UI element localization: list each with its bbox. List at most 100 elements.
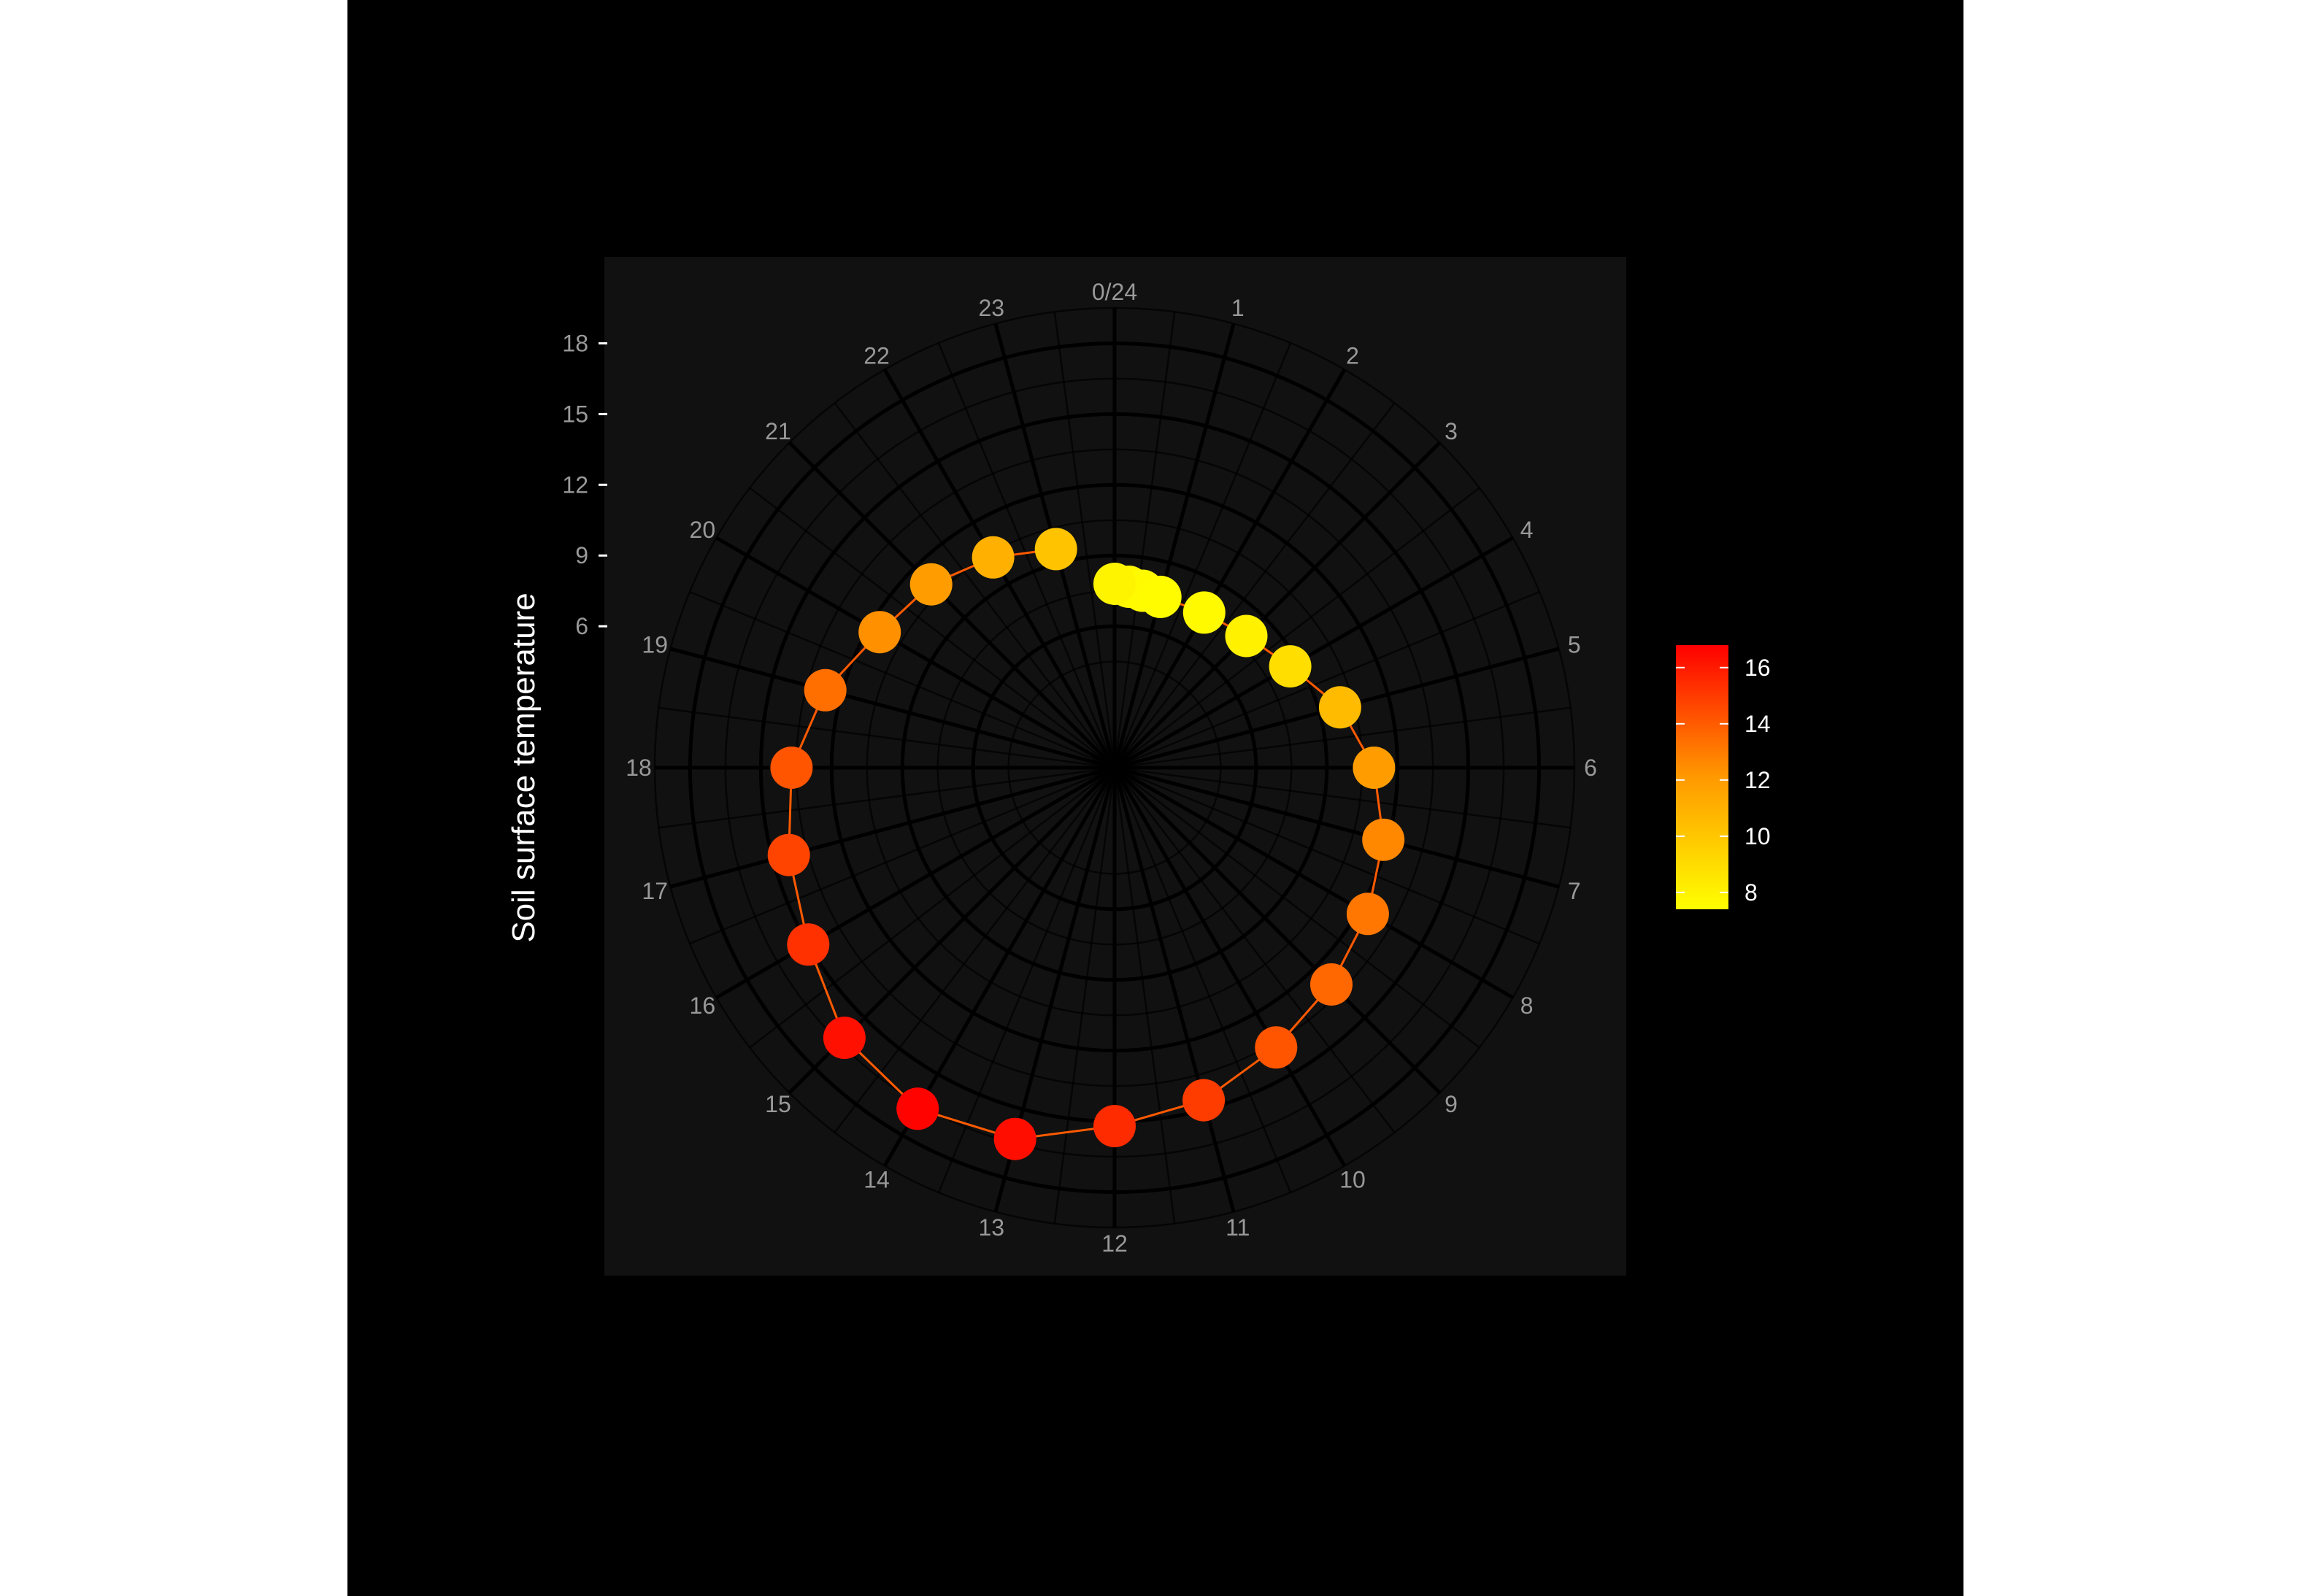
grid-spoke-minor [1114, 487, 1480, 768]
grid-spoke-major [715, 536, 1116, 770]
angle-tick-label: 0/24 [1092, 279, 1137, 305]
grid-spoke-minor [1113, 767, 1176, 1224]
grid-spoke-minor [1114, 402, 1396, 768]
angle-tick-label: 4 [1520, 517, 1534, 543]
radial-tick-label: 9 [575, 542, 588, 568]
grid-spoke-minor [658, 706, 1115, 769]
data-point [858, 611, 901, 654]
data-point [993, 1117, 1036, 1160]
colorbar-gradient [1676, 645, 1728, 909]
angle-tick-label: 9 [1445, 1091, 1458, 1117]
angle-tick-label: 13 [978, 1214, 1004, 1241]
angle-tick-labels: 0/24123456789101112131415161718192021222… [626, 279, 1597, 1257]
radial-tick-label: 15 [562, 401, 588, 427]
data-points [767, 528, 1405, 1160]
angle-tick-label: 11 [1226, 1214, 1250, 1241]
grid-layer [653, 307, 1576, 1229]
data-point [804, 668, 847, 712]
chart-figure: 0/24 1 2 3 4 5 6 7 8 9 10 11 12 13 14 15 16 17 18 19 20 21 22 2… [347, 0, 1963, 1596]
data-point [1093, 1105, 1136, 1148]
colorbar-tick-label: 12 [1745, 767, 1771, 793]
grid-spoke-minor [937, 342, 1116, 768]
angle-tick-label: 1 [1231, 295, 1245, 321]
angle-tick-label: 18 [626, 755, 652, 781]
angle-tick-label: 14 [863, 1167, 890, 1193]
angle-tick-label: 15 [765, 1091, 791, 1117]
polar-chart: 0/24123456789101112131415161718192021222… [506, 257, 1771, 1276]
grid-spoke-major [1112, 323, 1236, 768]
grid-spoke-minor [1114, 767, 1396, 1133]
data-point [1346, 893, 1389, 936]
angle-tick-label: 22 [863, 342, 890, 369]
grid-spoke-major [669, 766, 1115, 889]
angle-tick-label: 10 [1339, 1167, 1366, 1193]
data-point [1182, 591, 1226, 634]
data-point [1225, 614, 1268, 658]
colorbar-tick-label: 16 [1745, 655, 1771, 681]
data-point [1310, 963, 1353, 1006]
data-point [1269, 645, 1312, 688]
grid-spoke-minor [937, 767, 1116, 1193]
angle-tick-label: 8 [1520, 992, 1534, 1019]
angle-tick-label: 2 [1346, 342, 1359, 369]
grid-spoke-minor [1113, 342, 1292, 768]
grid-spoke-minor [834, 767, 1115, 1133]
grid-spoke-minor [1114, 706, 1571, 769]
radial-tick-label: 12 [562, 471, 588, 498]
grid-spoke-minor [1114, 590, 1540, 769]
grid-spoke-minor [1113, 312, 1176, 768]
data-point [1182, 1079, 1226, 1122]
data-point [1353, 747, 1396, 789]
data-point [767, 833, 810, 876]
grid-spoke-major [1112, 369, 1347, 769]
data-point [1093, 563, 1136, 605]
data-point [909, 563, 953, 606]
angle-tick-label: 3 [1445, 418, 1458, 444]
grid-spoke-minor [1114, 766, 1571, 829]
grid-spoke-minor [749, 767, 1115, 1049]
grid-spoke-major [1112, 767, 1236, 1213]
grid-spoke-minor [1114, 766, 1540, 945]
grid-spoke-major [669, 647, 1115, 770]
data-point [823, 1017, 866, 1060]
radial-tick-label: 6 [575, 613, 588, 639]
data-point [787, 923, 830, 966]
grid-spoke-minor [1053, 767, 1116, 1224]
colorbar-legend: 8 10 12 14 16 [1676, 645, 1771, 909]
angle-tick-label: 21 [765, 418, 791, 444]
grid-spoke-major [1114, 766, 1560, 889]
angle-tick-label: 20 [690, 517, 716, 543]
data-point [1034, 528, 1077, 571]
grid-spoke-minor [1114, 767, 1480, 1049]
grid-spoke-minor [1113, 767, 1292, 1193]
angle-tick-label: 5 [1568, 631, 1581, 658]
grid-spoke-major [715, 766, 1116, 1000]
grid-spoke-minor [834, 402, 1115, 768]
angle-tick-label: 7 [1568, 878, 1581, 904]
data-point [770, 747, 813, 789]
data-point [972, 536, 1015, 579]
radial-axis: 6 9 12 15 18 [562, 330, 607, 639]
angle-tick-label: 6 [1584, 755, 1597, 781]
y-axis-title: Soil surface temperature [506, 593, 542, 942]
grid-spoke-major [1113, 766, 1514, 1000]
data-point [1318, 686, 1361, 729]
angle-tick-label: 12 [1101, 1230, 1128, 1257]
data-point [896, 1087, 939, 1130]
angle-tick-label: 16 [690, 992, 716, 1019]
grid-spoke-minor [689, 590, 1115, 769]
grid-spoke-major [788, 441, 1116, 769]
grid-spoke-minor [749, 487, 1115, 768]
data-point [1255, 1026, 1298, 1069]
data-point [1139, 575, 1182, 618]
grid-spoke-minor [689, 766, 1115, 945]
angle-tick-label: 17 [642, 878, 668, 904]
grid-spoke-minor [658, 766, 1115, 829]
grid-spoke-major [1113, 766, 1442, 1095]
radial-tick-label: 18 [562, 330, 588, 356]
grid-spoke-minor [1053, 312, 1116, 768]
colorbar-tick-label: 10 [1745, 823, 1771, 849]
grid-spoke-major [1113, 441, 1442, 769]
colorbar-tick-label: 8 [1745, 879, 1758, 906]
angle-tick-label: 23 [978, 295, 1004, 321]
